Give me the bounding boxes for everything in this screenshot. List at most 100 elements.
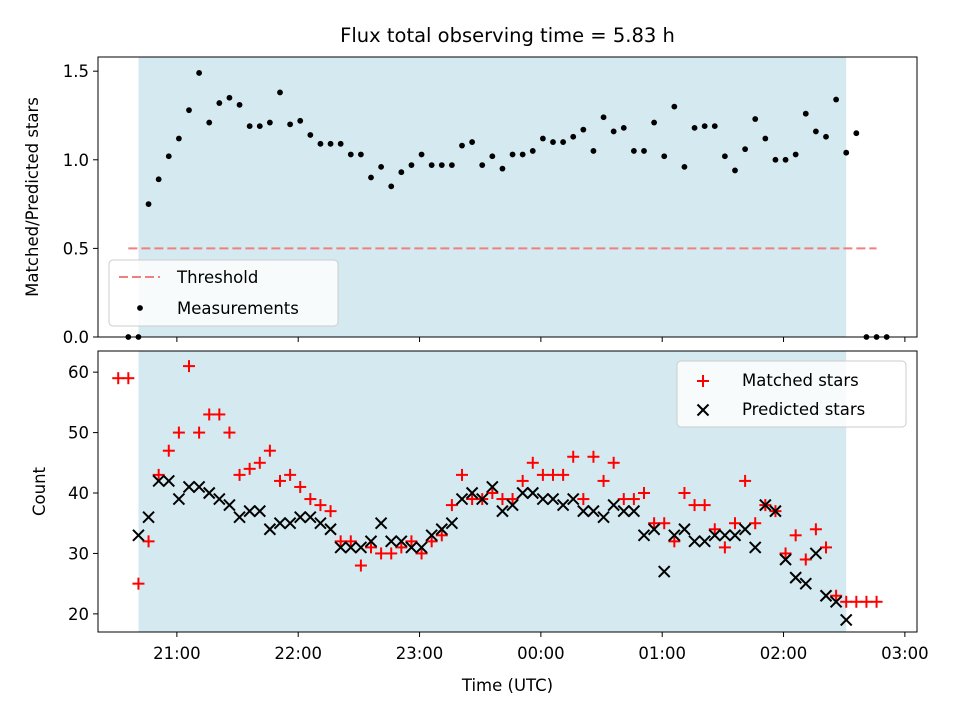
matched-star-point (597, 474, 610, 487)
predicted-star-point (486, 480, 499, 494)
measurement-point (539, 135, 546, 142)
x-tick-label: 03:00 (881, 644, 929, 663)
predicted-star-point (658, 565, 671, 578)
matched-star-point (718, 541, 731, 554)
predicted-star-point (556, 498, 570, 512)
matched-star-point (850, 595, 863, 608)
measurement-point (368, 174, 374, 181)
predicted-star-point (779, 553, 792, 566)
legend-predicted-swatch (696, 403, 710, 417)
matched-star-point (142, 535, 155, 548)
ratio-axes-frame (97, 56, 918, 338)
matched-star-point (486, 487, 499, 500)
matched-star-point (809, 523, 822, 536)
predicted-star-point (809, 547, 823, 560)
matched-star-point (122, 372, 135, 385)
measurement-point (347, 151, 354, 158)
matched-star-point (789, 529, 802, 542)
predicted-star-point (516, 486, 529, 500)
matched-star-point (739, 474, 752, 487)
matched-star-point (274, 474, 286, 487)
count-legend: Matched stars Predicted stars (676, 360, 907, 428)
matched-star-point (860, 595, 873, 608)
predicted-star-point (455, 492, 469, 506)
measurement-point (550, 139, 556, 145)
predicted-star-point (577, 504, 590, 518)
ratio-y-axis-label: Matched/Predicted stars (23, 97, 42, 297)
measurement-point (378, 163, 385, 170)
measurement-points (125, 70, 890, 340)
measurement-point (479, 162, 486, 169)
matched-star-point (557, 468, 570, 481)
predicted-star-point (496, 504, 509, 518)
predicted-star-point (152, 474, 165, 488)
measurement-point (833, 96, 840, 103)
predicted-star-point (172, 492, 186, 506)
count-y-ticks: 20 30 40 50 60 (68, 363, 98, 624)
measurement-point (610, 128, 617, 135)
matched-star-point (354, 559, 367, 572)
measurement-point (256, 123, 263, 130)
measurement-point (600, 114, 607, 121)
measurement-point (459, 142, 465, 149)
measurement-point (853, 130, 860, 137)
measurement-point (812, 128, 819, 135)
measurement-point (357, 151, 364, 158)
matched-star-point (749, 517, 762, 530)
measurement-point (398, 169, 405, 176)
measurement-point (742, 146, 749, 153)
matched-star-point (193, 426, 206, 439)
predicted-star-point (769, 504, 782, 518)
measurement-point (337, 140, 344, 147)
measurement-point (287, 121, 294, 128)
y-tick-label: 50 (68, 424, 89, 443)
predicted-star-point (546, 492, 560, 506)
measurement-point (732, 167, 738, 174)
predicted-star-point (465, 486, 479, 500)
matched-star-point (375, 547, 388, 560)
predicted-star-point (708, 529, 721, 542)
predicted-star-point (294, 510, 307, 524)
x-tick-label: 21:00 (153, 644, 201, 663)
predicted-star-point (506, 498, 519, 512)
matched-star-point (456, 468, 468, 481)
ratio-legend-box (108, 259, 339, 327)
y-tick-label: 0.0 (63, 328, 89, 347)
predicted-star-point (233, 510, 246, 524)
predicted-star-point (385, 535, 398, 548)
matched-star-point (203, 408, 216, 421)
y-tick-label: 40 (68, 484, 89, 503)
predicted-star-point (374, 517, 388, 530)
x-tick-label: 22:00 (274, 644, 322, 663)
measurement-point (216, 100, 223, 106)
predicted-star-point (304, 510, 317, 524)
x-axis-label: Time (UTC) (461, 676, 553, 695)
matched-star-point (314, 499, 327, 512)
matched-star-point (729, 517, 741, 530)
predicted-star-point (476, 492, 489, 506)
matched-star-point (415, 547, 428, 560)
y-tick-label: 20 (68, 605, 89, 624)
predicted-star-point (203, 486, 216, 500)
matched-star-point (183, 360, 195, 373)
measurement-point (408, 162, 415, 169)
measurement-point (752, 116, 759, 122)
predicted-star-point (597, 510, 610, 524)
predicted-star-point (668, 529, 681, 542)
predicted-star-point (142, 510, 155, 524)
matched-star-point (799, 553, 812, 566)
measurement-point (590, 148, 597, 154)
predicted-star-point (283, 517, 297, 530)
matched-star-point (324, 505, 337, 518)
predicted-star-point (354, 541, 368, 554)
measurement-point (428, 162, 435, 169)
matched-star-point (395, 541, 408, 554)
predicted-star-point (567, 492, 580, 506)
matched-star-point (648, 517, 661, 530)
y-tick-label: 1.0 (63, 151, 89, 170)
matched-star-point (627, 493, 640, 506)
measurement-point (448, 162, 455, 169)
ratio-x-ticks (176, 337, 906, 342)
matched-star-point (587, 450, 600, 463)
predicted-star-point (759, 498, 772, 512)
